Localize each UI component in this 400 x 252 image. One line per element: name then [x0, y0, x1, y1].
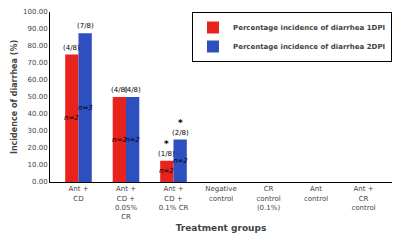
svg-text:(4/8): (4/8): [63, 44, 80, 52]
svg-text:Ant +CRcontrol: Ant +CRcontrol: [351, 185, 375, 211]
svg-text:Ant +CD +0.05%CR: Ant +CD +0.05%CR: [115, 185, 138, 220]
svg-text:n=2: n=2: [125, 136, 140, 144]
svg-text:Ant +CD +0.1% CR: Ant +CD +0.1% CR: [159, 185, 189, 211]
svg-text:n=2: n=2: [159, 167, 174, 175]
svg-text:80.00: 80.00: [28, 42, 48, 50]
svg-text:10.00: 10.00: [28, 161, 48, 169]
svg-text:(4/8): (4/8): [111, 86, 128, 94]
svg-text:(4/8): (4/8): [124, 86, 141, 94]
svg-text:(2/8): (2/8): [172, 129, 189, 137]
svg-text:Antcontrol: Antcontrol: [304, 185, 328, 202]
svg-text:40.00: 40.00: [28, 110, 48, 118]
svg-text:*: *: [164, 139, 169, 149]
svg-text:Negativecontrol: Negativecontrol: [205, 185, 236, 202]
svg-text:60.00: 60.00: [28, 76, 48, 84]
svg-text:30.00: 30.00: [28, 127, 48, 135]
svg-text:n=2: n=2: [112, 136, 127, 144]
svg-text:Incidence of diarrhea (%): Incidence of diarrhea (%): [10, 40, 19, 154]
svg-text:20.00: 20.00: [28, 144, 48, 152]
svg-text:Ant +CD: Ant +CD: [68, 185, 88, 202]
svg-text:100.00: 100.00: [23, 8, 48, 16]
svg-text:0.00: 0.00: [32, 178, 48, 186]
svg-text:50.00: 50.00: [28, 93, 48, 101]
svg-text:n=3: n=3: [78, 104, 93, 112]
svg-text:Treatment groups: Treatment groups: [176, 223, 267, 233]
svg-text:(1/8): (1/8): [158, 150, 175, 158]
svg-text:Percentage incidence of diarrh: Percentage incidence of diarrhea 1DPI: [233, 24, 385, 32]
svg-text:Percentage incidence of diarrh: Percentage incidence of diarrhea 2DPI: [233, 43, 385, 51]
svg-text:70.00: 70.00: [28, 59, 48, 67]
svg-text:(7/8): (7/8): [77, 22, 94, 30]
svg-text:*: *: [178, 118, 183, 128]
svg-text:n=2: n=2: [64, 114, 79, 122]
svg-text:CRcontrol(0.1%): CRcontrol(0.1%): [256, 185, 280, 211]
svg-text:n=2: n=2: [173, 157, 188, 165]
svg-text:90.00: 90.00: [28, 25, 48, 33]
